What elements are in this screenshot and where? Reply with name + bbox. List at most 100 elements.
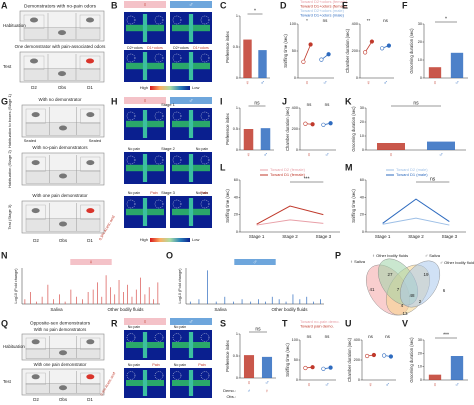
x-tick-label: ♀ [307,383,312,389]
scale-label: High [140,85,148,90]
heatmap-lane [188,370,194,396]
y-axis-label: Chamber duration (sec) [285,106,290,151]
cage [80,204,101,220]
group-label: Saliva [214,307,227,312]
heatmap-label: D2+odors [127,46,143,50]
diagram-caption: With no demonstrator [38,97,82,102]
heatmap-lane [142,110,148,138]
heatmap-lane [188,52,194,80]
x-tick-label: ♂ [323,81,328,87]
x-tick-label: ♂ [265,381,270,387]
y-tick-label: 40 [234,195,238,199]
x-tick-label: ♀ [307,153,312,159]
x-tick-label: Stage 1 [375,234,391,239]
y-tick-label: 100 [292,338,298,342]
box-label: D2 [33,397,39,402]
y-axis-label: Preference index [225,339,230,372]
stage-label: Test [3,379,12,384]
box-label: D1 [87,85,93,90]
condition-label: No pain [174,325,186,329]
row-label: Obs.: [226,394,236,399]
heatmap-zone [154,53,164,63]
mouse [30,58,38,64]
series-line [382,217,450,226]
heatmap-lane [142,52,148,80]
heatmap-zone [200,371,210,380]
legend-label: Toward D1 (female) [270,172,306,177]
y-tick-label: 0.5 [233,45,238,49]
pair-point [310,365,315,370]
x-tick-label: ♀ [305,81,310,87]
sealed-label: Sealed [89,138,101,143]
heatmap-zone [200,15,210,25]
y-tick-label: 0 [356,76,358,80]
box-label: D2 [31,85,37,90]
y-axis-label: Sniffing time (sec) [285,343,290,377]
diagram-caption: Opposite-sex demonstrators [30,320,91,326]
x-tick-label: ♀ [247,381,252,387]
group-label: Other bodily fluids [107,307,144,312]
condition-label: Pain [198,363,206,367]
venn-label: ♂ Saliva [425,253,441,258]
sex-symbol: ♂ [253,260,258,266]
significance: ns [325,334,331,339]
diagram-caption: With no-pain demonstrators [32,145,88,150]
panel-letter: O [166,250,173,260]
x-tick-label: Stage 2 [408,234,424,239]
sex-symbol: ♂ [189,98,194,104]
bar [243,129,254,150]
group-label: Saliva [50,307,63,312]
stage-label: Habituation [3,344,25,349]
diagram-caption: With one pain demonstrator [32,193,88,198]
y-tick-label: 400 [354,338,360,342]
significance: ns [307,334,313,339]
heatmap-zone [172,371,182,380]
panel-letter: H [111,96,118,106]
scale-label: Low [192,85,199,90]
sex-header [70,259,112,265]
heatmap-lane [142,14,148,42]
significance: ns [430,176,436,182]
cage [80,337,101,350]
mouse [31,112,40,118]
significance: * [445,16,447,22]
significance: ns [413,100,419,106]
sex-symbol: ♂ [189,319,194,325]
y-axis-label: Grooming duration (sec) [409,337,414,383]
mouse [86,339,95,345]
box-label: Obs [59,238,68,243]
heatmap-zone [126,53,136,63]
cage [79,14,101,29]
venn-label: ♂ Other bodily fluids [440,260,474,265]
pair-point [301,59,306,64]
bar [258,50,267,78]
heatmap-label: D1+odors [193,46,209,50]
heatmap-zone [126,199,136,209]
x-tick-label: ♀ [433,81,438,87]
mouse [58,30,66,36]
y-tick-label: 1 [236,106,238,110]
legend-label: Toward D2+odors (female) [300,0,348,4]
y-axis-label: Sniffing time (sec) [351,189,356,223]
mouse [31,339,40,345]
stage-label: Stage 1 [161,102,176,107]
y-axis-label: Grooming duration (sec) [351,106,356,152]
y-tick-label: 10 [418,58,422,62]
bar [243,355,255,378]
panel-letter: T [282,318,288,328]
y-axis-label: Log10 (Fold change) [14,268,18,304]
stage-label: Stage 3 [161,190,176,195]
y-axis-label: Chamber duration (sec) [347,337,352,382]
heatmap-zone [126,333,136,342]
y-tick-label: 100 [290,22,296,26]
mouse [31,374,40,380]
panel-letter: J [282,96,287,106]
pair-point [321,122,326,127]
significance: ns [323,18,329,23]
pair-point [382,353,387,358]
panel-letter: M [345,162,353,172]
pair-point [328,121,333,126]
x-tick-label: ♂ [325,153,330,159]
legend-label: Toward D1+odors (male) [300,13,345,18]
y-tick-label: 0.5 [233,354,238,358]
